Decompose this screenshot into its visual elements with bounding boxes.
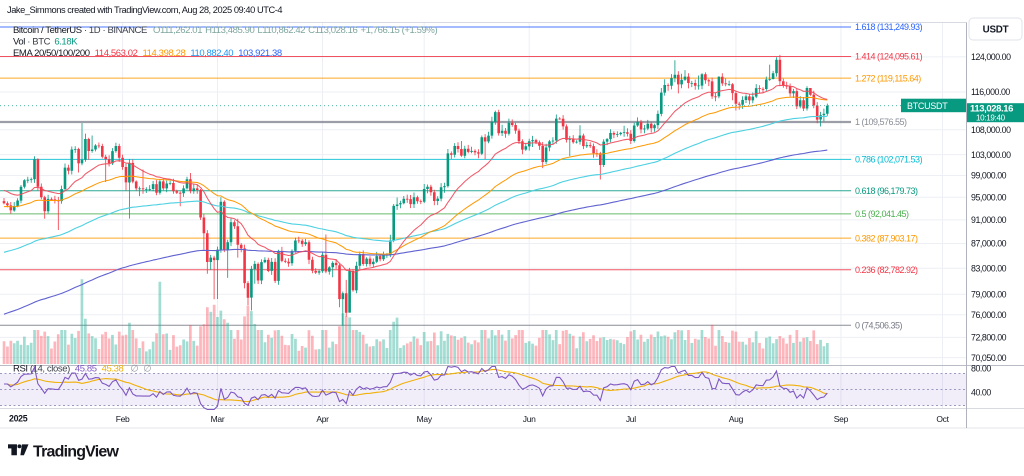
svg-text:0.786 (102,071.53): 0.786 (102,071.53) (855, 155, 923, 165)
svg-text:May: May (417, 414, 433, 424)
svg-text:99,000.00: 99,000.00 (971, 171, 1007, 181)
svg-text:10:19:40: 10:19:40 (976, 114, 1006, 123)
svg-text:76,000.00: 76,000.00 (971, 310, 1007, 320)
svg-text:83,000.00: 83,000.00 (971, 264, 1007, 274)
svg-text:0.618 (96,179.73): 0.618 (96,179.73) (855, 186, 918, 196)
svg-text:Feb: Feb (116, 414, 130, 424)
svg-text:108,000.00: 108,000.00 (971, 125, 1011, 135)
svg-text:Aug: Aug (729, 414, 744, 424)
svg-text:BTCUSDT: BTCUSDT (907, 101, 948, 111)
svg-text:87,000.00: 87,000.00 (971, 239, 1007, 249)
svg-text:0.236 (82,782.92): 0.236 (82,782.92) (855, 265, 918, 275)
svg-text:70,050.00: 70,050.00 (971, 353, 1007, 363)
svg-text:USDT: USDT (983, 25, 1009, 36)
svg-text:Jun: Jun (523, 414, 536, 424)
svg-text:116,000.00: 116,000.00 (971, 87, 1010, 97)
svg-text:1.272 (119,115.64): 1.272 (119,115.64) (855, 73, 921, 83)
svg-text:Vol · BTC 6.18K: Vol · BTC 6.18K (13, 37, 78, 48)
svg-text:1.414 (124,095.61): 1.414 (124,095.61) (855, 52, 923, 62)
svg-text:79,000.00: 79,000.00 (971, 290, 1007, 300)
svg-text:0 (74,506.35): 0 (74,506.35) (855, 320, 903, 330)
svg-text:40.00: 40.00 (971, 388, 991, 398)
svg-text:Apr: Apr (316, 414, 329, 424)
svg-text:TradingView: TradingView (33, 444, 120, 461)
svg-text:Jake_Simmons created with Trad: Jake_Simmons created with TradingView.co… (7, 5, 282, 15)
svg-text:95,000.00: 95,000.00 (971, 192, 1007, 202)
svg-text:1.618 (131,249.93): 1.618 (131,249.93) (855, 22, 923, 32)
svg-text:Sep: Sep (834, 414, 849, 424)
svg-text:80.00: 80.00 (971, 364, 991, 374)
svg-text:0.382 (87,903.17): 0.382 (87,903.17) (855, 233, 918, 243)
svg-text:72,800.00: 72,800.00 (971, 333, 1007, 343)
svg-text:1 (109,576.55): 1 (109,576.55) (855, 117, 907, 127)
svg-text:Mar: Mar (211, 414, 225, 424)
svg-text:103,000.00: 103,000.00 (971, 150, 1011, 160)
svg-text:91,000.00: 91,000.00 (971, 215, 1007, 225)
svg-text:124,000.00: 124,000.00 (971, 52, 1011, 62)
svg-text:Jul: Jul (626, 414, 636, 424)
svg-text:2025: 2025 (9, 414, 28, 424)
svg-text:Bitcoin / TetherUS · 1D · BINA: Bitcoin / TetherUS · 1D · BINANCE O111,26… (13, 25, 437, 36)
svg-text:0.5 (92,041.45): 0.5 (92,041.45) (855, 209, 909, 219)
svg-text:Oct: Oct (936, 414, 949, 424)
svg-text:113,028.16: 113,028.16 (970, 104, 1013, 115)
